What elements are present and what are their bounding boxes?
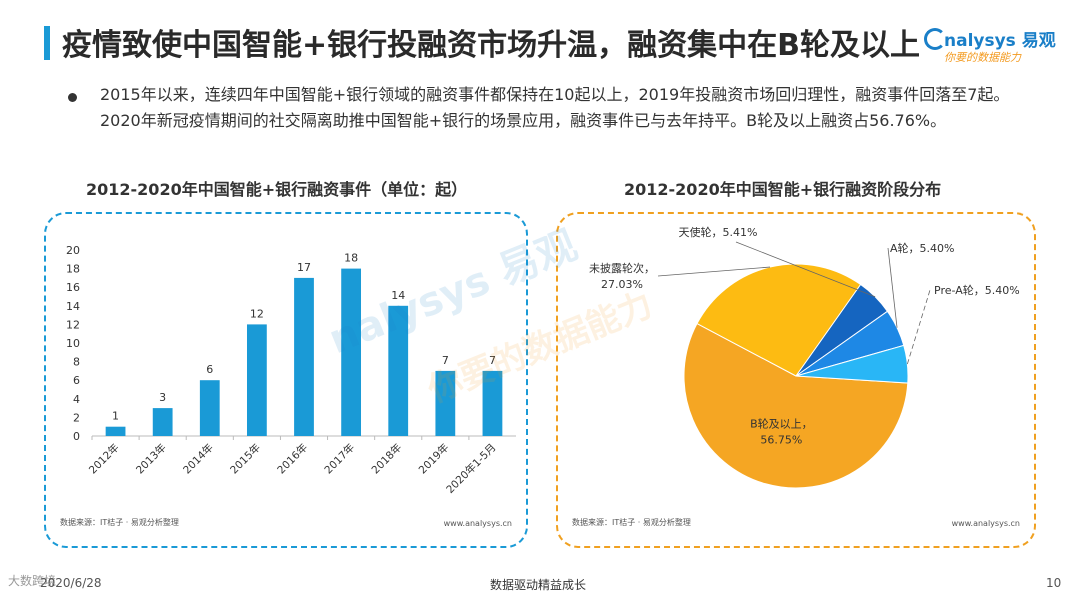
pie-label: 天使轮，5.41%: [679, 225, 758, 239]
pie-slice: [795, 344, 909, 384]
y-tick-label: 6: [73, 374, 80, 387]
pie-label-name: B轮及以上，: [750, 417, 813, 431]
bar: [105, 426, 126, 436]
pie-label: A轮，5.40%: [890, 241, 954, 255]
bar-value-label: 6: [206, 363, 213, 376]
pie-chart: B轮及以上， 56.75% 未披露轮次， 27.03% 天使轮，5.41% A轮，5.40…: [589, 225, 1020, 489]
x-tick-label: 2016年: [275, 441, 311, 477]
bar-value-label: 1: [112, 410, 119, 423]
bullet-dot-icon: [68, 93, 77, 102]
y-tick-label: 8: [73, 356, 80, 369]
bar: [152, 408, 173, 436]
brand-logo: nalysys 易观 你要的数据能力: [920, 22, 1060, 68]
logo-icon: [924, 28, 946, 50]
y-tick-label: 20: [66, 244, 80, 257]
pie-chart-panel: B轮及以上， 56.75% 未披露轮次， 27.03% 天使轮，5.41% A轮，5.40…: [556, 212, 1036, 548]
bar: [388, 305, 409, 436]
y-tick-label: 14: [66, 300, 80, 313]
x-tick-label: 2018年: [369, 441, 405, 477]
logo-tagline: 你要的数据能力: [944, 51, 1021, 64]
x-tick-label: 2014年: [180, 441, 216, 477]
x-tick-label: 2017年: [322, 441, 358, 477]
page-title: 疫情致使中国智能+银行投融资市场升温，融资集中在B轮及以上: [62, 28, 921, 63]
pie-leader-line: [887, 247, 898, 328]
x-tick-label: 2013年: [133, 441, 169, 477]
y-tick-label: 18: [66, 263, 80, 276]
pie-label-value: 27.03%: [601, 278, 643, 291]
bar-chart-panel: 0 2 4 6 8 10 12 14 16 18 20 1 2012年 3 2013年 6 2014年 12 201…: [44, 212, 528, 548]
y-tick-label: 2: [73, 411, 80, 424]
bar-value-label: 14: [391, 289, 405, 302]
bar-value-label: 7: [442, 354, 449, 367]
footer-date: 2020/6/28: [40, 576, 102, 590]
bar: [482, 370, 503, 436]
bar-value-label: 18: [344, 252, 358, 265]
bar: [435, 370, 456, 436]
pie-chart-title: 2012-2020年中国智能+银行融资阶段分布: [624, 180, 942, 199]
y-tick-label: 0: [73, 430, 80, 443]
y-tick-label: 12: [66, 318, 80, 331]
pie-leader-line: [657, 266, 771, 277]
x-tick-label: 2020年1-5月: [443, 441, 498, 496]
summary-text: 2015年以来，连续四年中国智能+银行领域的融资事件都保持在10起以上，2019…: [100, 85, 1010, 130]
bar-chart-source: 数据来源：IT桔子 · 易观分析整理: [60, 518, 179, 527]
pie-chart-source: 数据来源：IT桔子 · 易观分析整理: [572, 518, 691, 527]
bar-value-label: 3: [159, 391, 166, 404]
bar: [199, 380, 220, 436]
pie-label: Pre-A轮，5.40%: [934, 283, 1020, 297]
bar: [294, 277, 314, 436]
x-tick-label: 2012年: [86, 441, 122, 477]
pie-label-name: 未披露轮次，: [589, 261, 655, 275]
x-tick-label: 2019年: [416, 441, 452, 477]
bar-chart-title: 2012-2020年中国智能+银行融资事件（单位：起）: [86, 180, 468, 199]
pie-chart-site: www.analysys.cn: [951, 519, 1020, 528]
bar: [246, 324, 267, 436]
y-tick-label: 4: [73, 393, 80, 406]
bar-value-label: 12: [250, 307, 264, 320]
bar: [341, 268, 362, 436]
bar-value-label: 7: [489, 354, 496, 367]
pie-label-value: 56.75%: [760, 434, 802, 447]
y-tick-label: 10: [66, 337, 80, 350]
logo-text: nalysys 易观: [944, 31, 1056, 51]
pie-slice: [683, 322, 909, 489]
footer-slogan: 数据驱动精益成长: [490, 578, 587, 592]
bar-chart: 0 2 4 6 8 10 12 14 16 18 20 1 2012年 3 2013年 6 2014年 12 201…: [66, 244, 516, 496]
x-tick-label: 2015年: [227, 441, 263, 477]
y-tick-label: 16: [66, 281, 80, 294]
bar-chart-site: www.analysys.cn: [443, 519, 512, 528]
pie-leader-line: [906, 289, 931, 365]
footer-overlay-text: 大数跨境: [8, 574, 57, 588]
bar-value-label: 17: [297, 261, 311, 274]
title-accent-bar: [44, 26, 50, 60]
page-number: 10: [1046, 576, 1062, 590]
pie-leader-line: [735, 241, 876, 298]
